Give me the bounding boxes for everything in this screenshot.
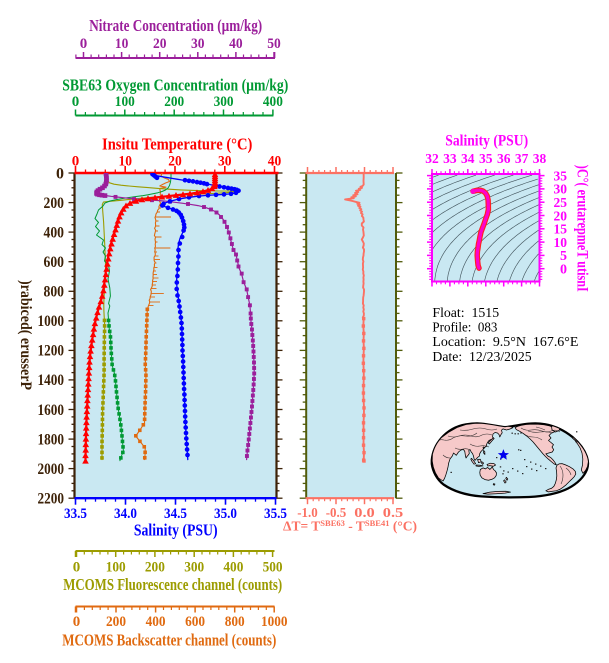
svg-text:Salinity (PSU): Salinity (PSU) xyxy=(134,520,218,539)
svg-text:)C°( erutarepmeT utisnI: )C°( erutarepmeT utisnI xyxy=(573,165,590,292)
svg-text:35.5: 35.5 xyxy=(264,506,287,522)
svg-text:34.0: 34.0 xyxy=(114,506,137,522)
svg-text:200: 200 xyxy=(106,614,126,630)
svg-text:Profile: 083: Profile: 083 xyxy=(432,321,497,336)
svg-text:33.5: 33.5 xyxy=(64,506,87,522)
svg-text:40: 40 xyxy=(268,154,282,170)
svg-text:1000: 1000 xyxy=(261,614,288,630)
svg-text:600: 600 xyxy=(185,614,205,630)
svg-text:1600: 1600 xyxy=(38,402,65,419)
svg-text:30: 30 xyxy=(554,183,568,198)
svg-text:34.5: 34.5 xyxy=(164,506,187,522)
svg-text:200: 200 xyxy=(44,195,65,212)
svg-text:2000: 2000 xyxy=(38,461,65,478)
svg-text:15: 15 xyxy=(554,223,568,238)
svg-text:100: 100 xyxy=(115,94,135,110)
svg-text:36: 36 xyxy=(497,152,511,167)
svg-text:0: 0 xyxy=(73,560,81,576)
svg-text:400: 400 xyxy=(263,94,283,110)
svg-text:-1.0: -1.0 xyxy=(297,506,318,521)
svg-text:25: 25 xyxy=(554,196,568,211)
svg-text:Float: 1515: Float: 1515 xyxy=(432,306,499,321)
svg-text:1800: 1800 xyxy=(38,431,65,448)
svg-text:SBE63 Oxygen Concentration (µm: SBE63 Oxygen Concentration (µm/kg) xyxy=(62,75,288,94)
svg-text:10: 10 xyxy=(118,154,132,170)
svg-text:Location: 9.5°N 167.6°E: Location: 9.5°N 167.6°E xyxy=(432,335,578,350)
svg-text:800: 800 xyxy=(225,614,245,630)
svg-text:32: 32 xyxy=(425,152,439,167)
svg-text:35.0: 35.0 xyxy=(214,506,237,522)
svg-text:35: 35 xyxy=(479,152,493,167)
svg-text:Nitrate Concentration (µm/kg): Nitrate Concentration (µm/kg) xyxy=(89,16,262,35)
svg-text:37: 37 xyxy=(515,152,529,167)
svg-text:100: 100 xyxy=(106,560,126,576)
svg-text:34: 34 xyxy=(461,152,475,167)
svg-text:0: 0 xyxy=(73,614,81,630)
svg-text:400: 400 xyxy=(44,224,65,241)
svg-text:0: 0 xyxy=(72,154,80,170)
svg-text:Date: 12/23/2025: Date: 12/23/2025 xyxy=(432,350,531,365)
svg-text:0: 0 xyxy=(56,165,64,182)
svg-text:50: 50 xyxy=(267,36,281,52)
svg-text:33: 33 xyxy=(443,152,457,167)
svg-text:0.5: 0.5 xyxy=(383,506,404,521)
svg-text:Insitu Temperature (°C): Insitu Temperature (°C) xyxy=(102,135,252,154)
svg-text:10: 10 xyxy=(115,36,129,52)
svg-text:1000: 1000 xyxy=(38,313,65,330)
svg-text:30: 30 xyxy=(191,36,205,52)
svg-text:38: 38 xyxy=(533,152,547,167)
svg-text:35: 35 xyxy=(554,169,568,184)
svg-text:5: 5 xyxy=(560,249,567,264)
svg-text:200: 200 xyxy=(164,94,184,110)
svg-text:40: 40 xyxy=(229,36,243,52)
svg-text:MCOMS Fluorescence channel (co: MCOMS Fluorescence channel (counts) xyxy=(63,575,282,594)
svg-text:10: 10 xyxy=(554,236,568,251)
svg-text:0: 0 xyxy=(80,36,88,52)
svg-text:2200: 2200 xyxy=(38,491,65,508)
svg-text:300: 300 xyxy=(184,560,204,576)
svg-text:)rabiced( erusserP: )rabiced( erusserP xyxy=(17,280,34,390)
svg-text:MCOMS Backscatter channel (cou: MCOMS Backscatter channel (counts) xyxy=(62,630,276,649)
svg-text:0: 0 xyxy=(560,263,567,278)
svg-text:Salinity (PSU): Salinity (PSU) xyxy=(445,133,528,150)
svg-text:300: 300 xyxy=(214,94,234,110)
svg-text:30: 30 xyxy=(218,154,232,170)
svg-text:1400: 1400 xyxy=(38,372,65,389)
svg-text:500: 500 xyxy=(263,560,283,576)
svg-text:200: 200 xyxy=(145,560,165,576)
svg-text:-0.5: -0.5 xyxy=(326,506,347,521)
svg-text:1200: 1200 xyxy=(38,343,65,360)
svg-text:400: 400 xyxy=(146,614,166,630)
svg-text:20: 20 xyxy=(554,209,568,224)
svg-text:0.0: 0.0 xyxy=(354,506,375,521)
svg-text:20: 20 xyxy=(168,154,182,170)
svg-text:600: 600 xyxy=(44,254,65,271)
svg-text:ΔT= TSBE63 - TSBE41 (°C): ΔT= TSBE63 - TSBE41 (°C) xyxy=(283,518,417,534)
svg-text:800: 800 xyxy=(44,284,65,301)
svg-text:0: 0 xyxy=(72,94,80,110)
svg-text:400: 400 xyxy=(223,560,243,576)
svg-text:20: 20 xyxy=(153,36,167,52)
